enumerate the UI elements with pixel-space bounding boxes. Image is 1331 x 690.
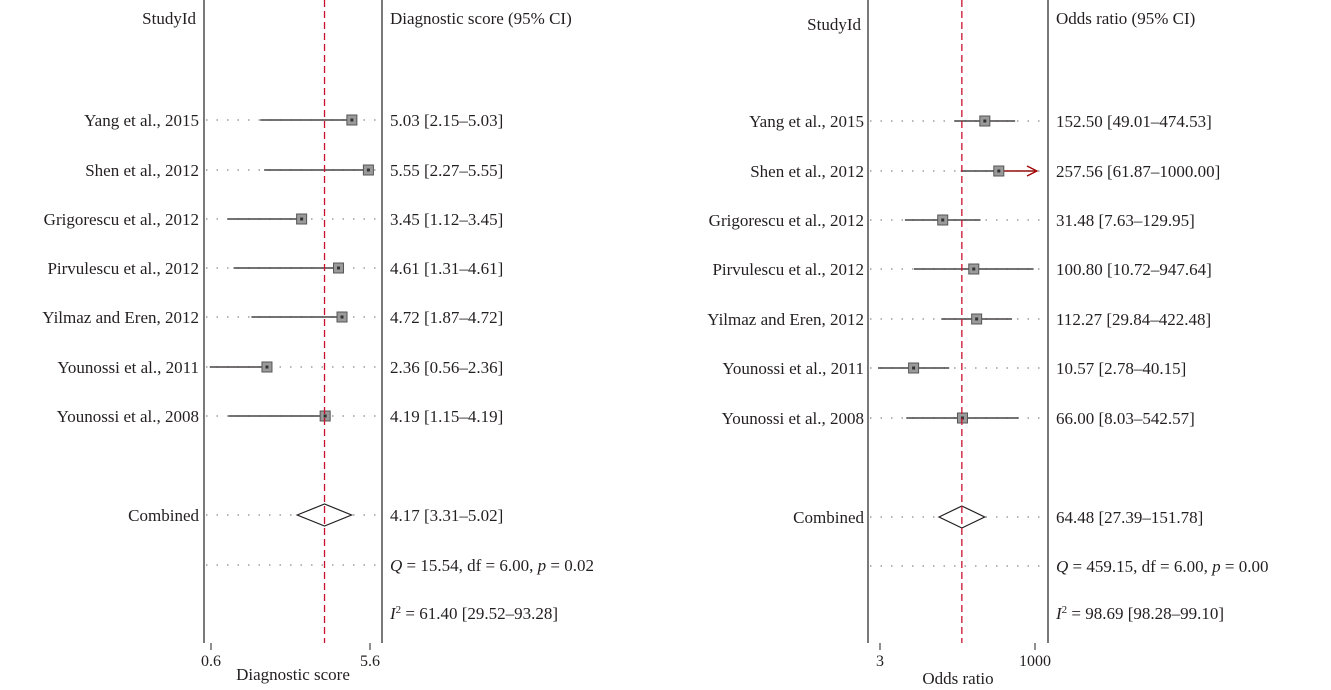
study-label: Younossi et al., 2011	[57, 358, 199, 377]
estimate-ci-text: 31.48 [7.63–129.95]	[1056, 211, 1195, 230]
combined-estimate-text: 64.48 [27.39–151.78]	[1056, 508, 1203, 527]
estimate-ci-text: 4.61 [1.31–4.61]	[390, 259, 503, 278]
point-estimate-center	[975, 317, 979, 321]
x-axis-label: Diagnostic score	[236, 665, 350, 684]
study-label: Younossi et al., 2008	[57, 407, 199, 426]
point-estimate-center	[350, 118, 354, 122]
estimate-ci-text: 152.50 [49.01–474.53]	[1056, 112, 1212, 131]
study-label: Yilmaz and Eren, 2012	[42, 308, 199, 327]
estimate-ci-text: 112.27 [29.84–422.48]	[1056, 310, 1211, 329]
study-label: Yang et al., 2015	[749, 112, 864, 131]
header-estimate-ci: Diagnostic score (95% CI)	[390, 9, 572, 28]
point-estimate-center	[983, 119, 987, 123]
i-squared-statistic: I2 = 61.40 [29.52–93.28]	[389, 604, 558, 623]
point-estimate-center	[941, 218, 945, 222]
combined-estimate-text: 4.17 [3.31–5.02]	[390, 506, 503, 525]
header-study-id: StudyId	[142, 9, 196, 28]
point-estimate-center	[997, 169, 1001, 173]
point-estimate-center	[323, 414, 327, 418]
study-label: Pirvulescu et al., 2012	[712, 260, 864, 279]
header-study-id: StudyId	[807, 15, 861, 34]
i-squared-statistic: I2 = 98.69 [98.28–99.10]	[1055, 604, 1224, 623]
estimate-ci-text: 2.36 [0.56–2.36]	[390, 358, 503, 377]
x-tick-label: 5.6	[360, 653, 380, 670]
study-label: Yang et al., 2015	[84, 111, 199, 130]
point-estimate-center	[300, 217, 304, 221]
study-label: Pirvulescu et al., 2012	[47, 259, 199, 278]
estimate-ci-text: 5.03 [2.15–5.03]	[390, 111, 503, 130]
x-tick-label: 3	[876, 653, 884, 670]
combined-label: Combined	[128, 506, 199, 525]
study-label: Grigorescu et al., 2012	[709, 211, 864, 230]
estimate-ci-text: 5.55 [2.27–5.55]	[390, 161, 503, 180]
study-label: Yilmaz and Eren, 2012	[707, 310, 864, 329]
point-estimate-center	[265, 365, 269, 369]
point-estimate-center	[366, 168, 370, 172]
combined-diamond	[295, 503, 354, 527]
ci-arrow	[1026, 165, 1039, 177]
study-label: Shen et al., 2012	[85, 161, 199, 180]
point-estimate-center	[912, 366, 916, 370]
q-statistic: Q = 15.54, df = 6.00, p = 0.02	[390, 556, 594, 575]
estimate-ci-text: 4.72 [1.87–4.72]	[390, 308, 503, 327]
estimate-ci-text: 66.00 [8.03–542.57]	[1056, 409, 1195, 428]
x-tick-label: 1000	[1019, 653, 1051, 670]
estimate-ci-text: 100.80 [10.72–947.64]	[1056, 260, 1212, 279]
study-label: Younossi et al., 2008	[722, 409, 864, 428]
point-estimate-center	[337, 266, 341, 270]
study-label: Grigorescu et al., 2012	[44, 210, 199, 229]
estimate-ci-text: 3.45 [1.12–3.45]	[390, 210, 503, 229]
estimate-ci-text: 4.19 [1.15–4.19]	[390, 407, 503, 426]
study-label: Shen et al., 2012	[750, 162, 864, 181]
header-estimate-ci: Odds ratio (95% CI)	[1056, 9, 1195, 28]
x-axis-label: Odds ratio	[922, 669, 993, 688]
point-estimate-center	[972, 267, 976, 271]
q-statistic: Q = 459.15, df = 6.00, p = 0.00	[1056, 557, 1268, 576]
point-estimate-center	[340, 315, 344, 319]
combined-label: Combined	[793, 508, 864, 527]
estimate-ci-text: 257.56 [61.87–1000.00]	[1056, 162, 1220, 181]
study-label: Younossi et al., 2011	[722, 359, 864, 378]
x-tick-label: 0.6	[201, 653, 221, 670]
estimate-ci-text: 10.57 [2.78–40.15]	[1056, 359, 1186, 378]
